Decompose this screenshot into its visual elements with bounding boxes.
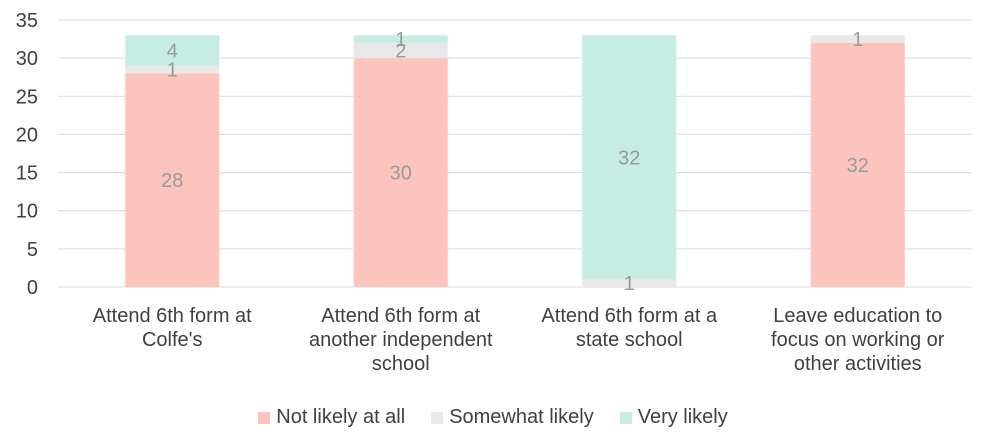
y-tick-label: 10 xyxy=(16,201,38,223)
data-label: 1 xyxy=(167,60,178,82)
y-tick-label: 5 xyxy=(27,239,38,261)
bar-segment xyxy=(582,279,677,287)
y-tick-label: 20 xyxy=(16,124,38,146)
legend: Not likely at all Somewhat likely Very lik… xyxy=(0,406,986,429)
legend-label: Very likely xyxy=(637,406,728,428)
bar-segment xyxy=(353,42,448,59)
y-axis: 0 5 10 15 20 25 30 35 xyxy=(16,10,38,299)
legend-item: Not likely at all xyxy=(258,406,405,429)
legend-item: Somewhat likely xyxy=(431,406,594,429)
bar-segment xyxy=(582,35,677,280)
data-label: 30 xyxy=(390,163,412,185)
y-tick-label: 25 xyxy=(16,86,38,108)
data-label: 32 xyxy=(847,155,869,177)
x-tick-label: Attend 6th form at another independent sch… xyxy=(309,305,493,375)
bar-segment xyxy=(125,35,220,66)
legend-swatch xyxy=(258,411,271,424)
x-tick-label: Leave education to focus on working or oth… xyxy=(771,305,945,375)
data-label: 1 xyxy=(624,273,635,295)
y-tick-label: 0 xyxy=(27,277,38,299)
data-label: 1 xyxy=(395,29,406,51)
legend-swatch xyxy=(619,411,632,424)
bar-segment xyxy=(353,35,448,43)
bar-segment xyxy=(810,35,905,43)
y-tick-label: 30 xyxy=(16,48,38,70)
legend-swatch xyxy=(431,411,444,424)
legend-item: Very likely xyxy=(619,406,728,429)
y-tick-label: 35 xyxy=(16,10,38,32)
data-label: 32 xyxy=(618,147,640,169)
bar-segment xyxy=(353,58,448,288)
bar-segment xyxy=(810,42,905,288)
data-label: 4 xyxy=(167,41,178,63)
x-axis: Attend 6th form at Colfe's Attend 6th form… xyxy=(93,305,945,375)
bars xyxy=(125,35,905,288)
legend-label: Somewhat likely xyxy=(449,406,594,428)
data-label: 2 xyxy=(395,41,406,63)
data-label: 1 xyxy=(852,29,863,51)
x-tick-label: Attend 6th form at a state school xyxy=(541,305,718,351)
legend-label: Not likely at all xyxy=(276,406,406,428)
data-label: 28 xyxy=(161,170,183,192)
bar-segment xyxy=(125,65,220,74)
x-tick-label: Attend 6th form at Colfe's xyxy=(93,305,252,351)
y-tick-label: 15 xyxy=(16,163,38,185)
bar-segment xyxy=(125,73,220,288)
